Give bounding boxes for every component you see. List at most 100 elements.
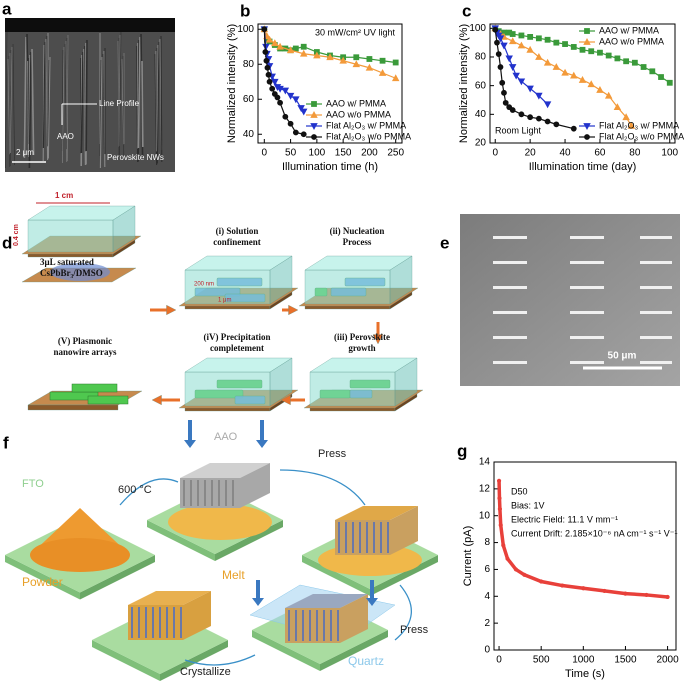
- x-tick-label: 50: [285, 148, 297, 159]
- marker: [665, 594, 670, 600]
- marker: [518, 32, 525, 39]
- marker: [597, 49, 603, 56]
- marker: [496, 478, 502, 483]
- substrate-side: [27, 404, 119, 411]
- marker: [391, 74, 400, 82]
- marker: [378, 69, 387, 76]
- nanowire-array: [493, 236, 527, 239]
- y-tick-label: 20: [475, 138, 487, 149]
- nanowire-array: [493, 336, 527, 339]
- fto-side: [5, 555, 80, 600]
- marker: [271, 39, 279, 47]
- marker: [263, 57, 270, 64]
- marker: [627, 121, 636, 129]
- panel-e: e 50 μm: [440, 214, 680, 386]
- x-tick-label: 150: [335, 148, 352, 159]
- marker: [297, 105, 305, 112]
- marker: [570, 71, 578, 79]
- nanowire-array: [570, 336, 604, 339]
- marker: [570, 44, 577, 50]
- panel-d: d: [2, 202, 424, 412]
- marker: [501, 89, 507, 96]
- marker: [300, 131, 307, 138]
- legend-label: AAO w/ PMMA: [599, 25, 659, 35]
- annotation: AAO: [214, 431, 238, 443]
- nanowire-array: [640, 261, 672, 264]
- y-tick-label: 0: [484, 645, 490, 656]
- annotation: Current Drift: 2.185×10⁻⁶ nA cm⁻¹ s⁻¹ V⁻…: [511, 528, 678, 538]
- streak: [119, 31, 122, 159]
- marker: [269, 85, 276, 92]
- marker: [261, 26, 268, 33]
- marker: [497, 64, 504, 70]
- scale-label: 50 μm: [608, 351, 637, 362]
- annotation: Room Light: [495, 125, 542, 135]
- process-arrow: [184, 654, 256, 666]
- streak: [31, 48, 35, 156]
- x-tick-label: 1500: [614, 655, 637, 666]
- marker: [570, 125, 577, 132]
- marker: [502, 99, 509, 106]
- nanowire-array: [640, 311, 672, 314]
- nanowire-array: [570, 236, 604, 239]
- x-tick-label: 0: [496, 655, 502, 666]
- x-axis-label: Time (s): [565, 668, 605, 680]
- marker: [640, 64, 647, 70]
- marker: [583, 123, 591, 130]
- streak: [137, 36, 141, 149]
- sem-image: [460, 214, 680, 386]
- process-arrow: [394, 584, 413, 641]
- nanowire: [71, 383, 118, 393]
- glass-top: [304, 255, 413, 271]
- marker: [587, 80, 595, 88]
- y-tick-label: 6: [484, 564, 490, 575]
- marker: [276, 42, 284, 50]
- marker: [526, 85, 534, 93]
- marker: [313, 51, 321, 59]
- panel-label: d: [2, 233, 12, 252]
- annotation: Powder: [22, 575, 63, 589]
- annotation: 30 mW/cm² UV light: [315, 27, 396, 37]
- y-tick-label: 80: [243, 59, 255, 70]
- streak: [118, 34, 121, 147]
- streak: [28, 51, 32, 169]
- marker: [512, 72, 520, 80]
- marker: [266, 78, 273, 85]
- y-tick-label: 40: [243, 129, 255, 140]
- y-tick-label: 8: [484, 537, 490, 548]
- dimension: 1 cm: [55, 191, 73, 200]
- marker: [584, 28, 590, 34]
- block-front: [285, 608, 340, 643]
- x-tick-label: 250: [387, 148, 404, 159]
- streak: [80, 51, 84, 154]
- marker: [262, 43, 270, 51]
- annotation: Press: [318, 448, 347, 460]
- marker: [513, 567, 519, 572]
- flow-arrow-head: [288, 304, 299, 316]
- droplet: [50, 263, 110, 281]
- marker: [265, 35, 274, 43]
- step-label: growth: [348, 343, 375, 353]
- streak: [160, 35, 163, 163]
- nanowire-array: [493, 261, 527, 264]
- annotation: Electric Field: 11.1 V mm⁻¹: [511, 514, 618, 524]
- x-tick-label: 1000: [572, 655, 595, 666]
- marker: [292, 96, 300, 104]
- marker: [535, 53, 543, 60]
- marker: [495, 51, 502, 58]
- y-tick-label: 2: [484, 618, 490, 629]
- nanowire-array: [493, 361, 527, 364]
- marker: [535, 115, 542, 122]
- marker: [287, 120, 294, 127]
- marker: [553, 121, 560, 128]
- x-tick-label: 2000: [656, 655, 679, 666]
- panel-label: c: [462, 1, 471, 20]
- scale-label: 2 μm: [16, 148, 34, 157]
- marker: [392, 59, 399, 66]
- x-tick-label: 500: [533, 655, 550, 666]
- streak: [42, 41, 46, 149]
- x-tick-label: 60: [594, 148, 606, 159]
- block-front: [128, 605, 183, 640]
- marker: [517, 78, 526, 86]
